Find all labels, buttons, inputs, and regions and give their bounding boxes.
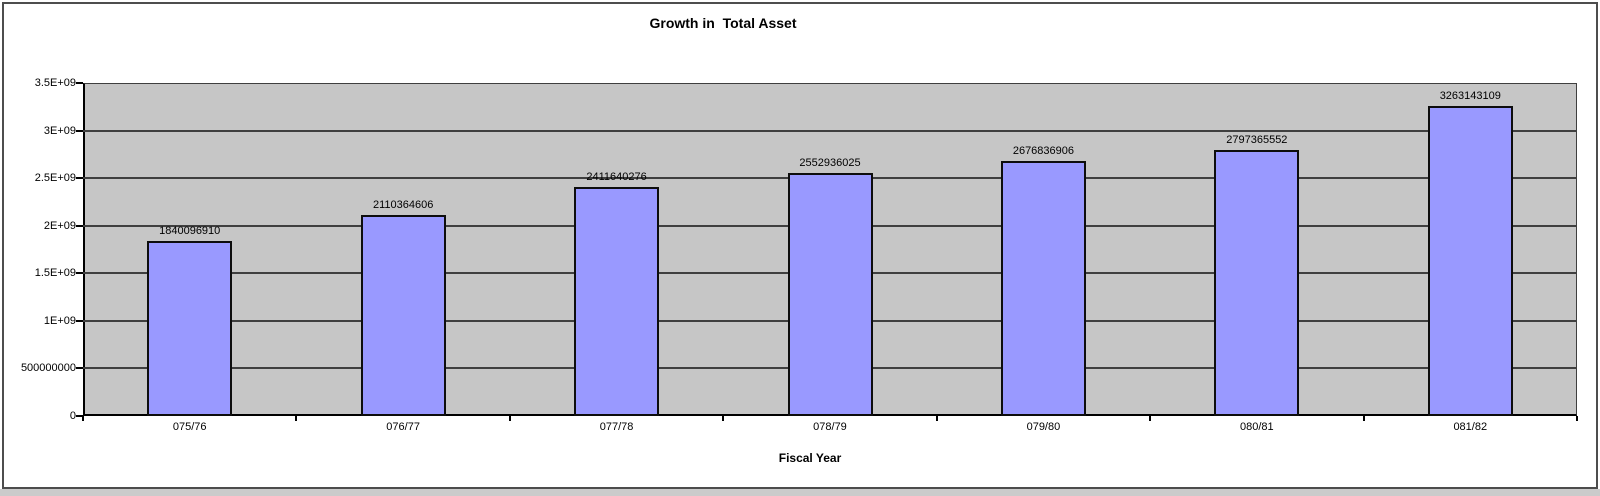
x-axis-title: Fiscal Year bbox=[778, 451, 842, 465]
y-axis-tick bbox=[76, 272, 83, 275]
bar-value-label: 3263143109 bbox=[1439, 90, 1501, 102]
bar-value-label: 2411640276 bbox=[586, 171, 647, 183]
bar bbox=[1214, 150, 1299, 416]
x-axis-tick bbox=[1576, 416, 1578, 421]
bar bbox=[1001, 161, 1086, 416]
y-axis-tick bbox=[76, 319, 83, 322]
y-axis-tick bbox=[76, 177, 83, 180]
bar bbox=[788, 173, 873, 416]
x-tick-label: 081/82 bbox=[1453, 421, 1488, 433]
bar-value-label: 2797365552 bbox=[1226, 134, 1288, 146]
x-axis-tick bbox=[1149, 416, 1152, 421]
y-axis-tick bbox=[76, 82, 83, 84]
bar-value-label: 2552936025 bbox=[799, 157, 861, 169]
y-axis-tick bbox=[76, 367, 83, 370]
y-tick-label: 1.5E+09 bbox=[34, 267, 76, 280]
chart-title: Growth in Total Asset bbox=[649, 15, 797, 31]
bar-value-label: 2110364606 bbox=[372, 199, 434, 211]
x-axis-tick bbox=[722, 416, 725, 421]
x-tick-label: 075/76 bbox=[172, 421, 207, 433]
bar-value-label: 1840096910 bbox=[159, 225, 221, 237]
y-tick-label: 1E+09 bbox=[43, 314, 76, 327]
y-tick-label: 500000000 bbox=[20, 362, 76, 375]
bar bbox=[574, 187, 659, 416]
y-axis-tick bbox=[76, 129, 83, 132]
x-axis-tick bbox=[935, 416, 938, 421]
bottom-strip bbox=[0, 489, 1600, 496]
bar bbox=[147, 241, 232, 416]
y-tick-label: 3.5E+09 bbox=[34, 77, 76, 89]
x-tick-label: 079/80 bbox=[1026, 421, 1061, 433]
x-axis-tick bbox=[295, 416, 298, 421]
x-axis-tick bbox=[82, 416, 84, 421]
x-axis-tick bbox=[1362, 416, 1365, 421]
y-tick-label: 0 bbox=[69, 410, 76, 422]
x-tick-label: 077/78 bbox=[599, 421, 634, 433]
x-axis-tick bbox=[508, 416, 511, 421]
gridline bbox=[83, 129, 1577, 132]
y-axis-tick bbox=[76, 415, 83, 417]
y-tick-label: 2.5E+09 bbox=[34, 172, 76, 185]
y-axis-tick bbox=[76, 224, 83, 227]
bar-value-label: 2676836906 bbox=[1012, 145, 1075, 157]
bar bbox=[1428, 106, 1513, 416]
y-tick-label: 3E+09 bbox=[43, 124, 76, 137]
x-tick-label: 080/81 bbox=[1240, 421, 1274, 433]
bar bbox=[361, 215, 446, 416]
y-tick-label: 2E+09 bbox=[43, 219, 76, 232]
x-tick-label: 076/77 bbox=[386, 421, 420, 433]
x-tick-label: 078/79 bbox=[813, 421, 847, 433]
